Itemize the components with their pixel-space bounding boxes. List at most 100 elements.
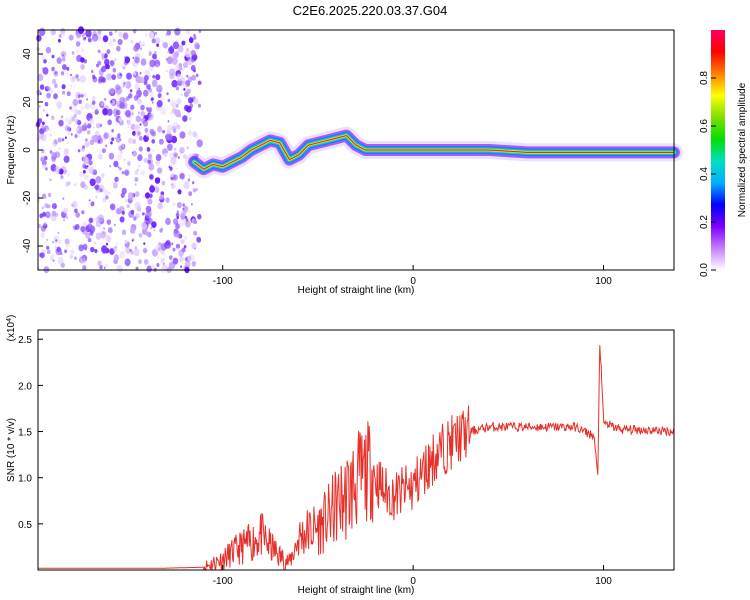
colorbar-tick-label: 0.8 (699, 71, 710, 85)
noise-blob (173, 228, 179, 234)
noise-blob (138, 135, 143, 141)
noise-blob (60, 115, 64, 119)
noise-blob (116, 133, 121, 139)
noise-blob (135, 115, 142, 123)
noise-blob (166, 30, 172, 36)
noise-blob (168, 255, 173, 260)
noise-blob (144, 127, 149, 133)
noise-blob (115, 84, 121, 91)
noise-blob (174, 27, 181, 36)
noise-blob (139, 123, 142, 126)
noise-blob (147, 159, 152, 164)
noise-blob (119, 150, 124, 155)
noise-blob (71, 116, 76, 122)
noise-blob (137, 131, 141, 136)
noise-blob (130, 123, 136, 130)
noise-blob (69, 73, 73, 77)
noise-blob (169, 166, 173, 171)
noise-blob (132, 139, 137, 144)
noise-blob (143, 80, 148, 85)
noise-blob (194, 247, 196, 250)
noise-blob (159, 228, 163, 233)
heatmap-ridge (185, 126, 683, 179)
noise-blob (183, 181, 190, 190)
noise-blob (83, 174, 88, 180)
noise-blob (171, 79, 178, 88)
noise-blob (172, 174, 178, 181)
noise-blob (134, 83, 140, 90)
noise-blob (191, 203, 193, 206)
noise-blob (149, 59, 156, 68)
heatmap-x-ticks: -100 0 100 (213, 265, 612, 287)
noise-blob (54, 166, 61, 174)
noise-blob (172, 218, 179, 225)
noise-blob (95, 220, 102, 228)
noise-blob (137, 154, 143, 162)
noise-blob (172, 247, 176, 252)
noise-blob (74, 256, 77, 260)
noise-blob (170, 157, 177, 165)
noise-blob (88, 118, 94, 125)
noise-blob (43, 155, 48, 161)
noise-blob (98, 184, 105, 193)
noise-blob (107, 227, 113, 234)
noise-blob (175, 212, 180, 218)
noise-blob (148, 113, 154, 120)
colorbar-tick-label: 0.2 (699, 215, 710, 229)
noise-blob (127, 137, 133, 144)
noise-blob (135, 75, 142, 84)
noise-blob (42, 121, 45, 126)
noise-blob (46, 92, 51, 99)
noise-blob (188, 37, 194, 44)
noise-blob (76, 50, 79, 53)
noise-blob (140, 170, 146, 176)
noise-blob (136, 168, 139, 172)
noise-blob (97, 60, 102, 66)
noise-blob (39, 105, 41, 108)
noise-blob (184, 215, 188, 219)
noise-blob (81, 48, 85, 53)
noise-blob (87, 123, 92, 129)
noise-blob (36, 89, 41, 96)
noise-blob (183, 154, 187, 159)
noise-blob (88, 166, 95, 175)
noise-blob (70, 249, 75, 255)
noise-blob (47, 249, 51, 255)
noise-blob (39, 54, 45, 60)
noise-blob (184, 257, 188, 262)
noise-blob (86, 130, 91, 135)
noise-blob (145, 132, 150, 137)
noise-blob (116, 134, 118, 137)
noise-blob (95, 232, 102, 240)
noise-blob (143, 242, 146, 245)
noise-blob (104, 195, 109, 200)
noise-blob (133, 216, 137, 221)
noise-blob (78, 99, 82, 105)
noise-blob (92, 169, 98, 176)
noise-blob (63, 155, 70, 163)
noise-blob (146, 265, 152, 273)
noise-blob (94, 249, 98, 253)
noise-blob (159, 89, 162, 93)
noise-blob (128, 210, 135, 218)
noise-blob (175, 223, 181, 230)
noise-blob (114, 57, 117, 62)
noise-blob (171, 102, 177, 109)
noise-blob (59, 251, 63, 256)
noise-blob (150, 226, 153, 230)
noise-blob (140, 111, 145, 117)
noise-blob (139, 72, 142, 75)
noise-blob (164, 152, 168, 157)
noise-blob (124, 83, 128, 86)
noise-blob (74, 183, 77, 187)
noise-blob (82, 145, 85, 149)
noise-blob (43, 127, 47, 132)
noise-blob (149, 128, 155, 135)
noise-blob (193, 69, 196, 73)
noise-blob (119, 73, 122, 77)
noise-blob (148, 31, 155, 39)
noise-blob (37, 73, 44, 82)
noise-blob (74, 109, 78, 114)
noise-blob (87, 37, 92, 43)
noise-blob (58, 106, 60, 110)
